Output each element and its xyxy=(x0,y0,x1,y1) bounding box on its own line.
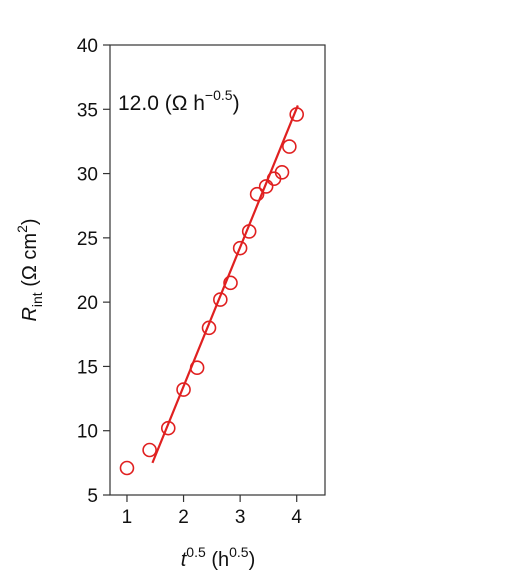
x-tick-label: 1 xyxy=(122,507,133,528)
y-axis: 5 10 15 20 25 30 35 40 xyxy=(77,36,110,507)
data-point xyxy=(241,224,257,239)
data-point xyxy=(282,139,297,154)
x-tick-label: 3 xyxy=(235,507,246,528)
data-point xyxy=(249,186,265,202)
annotation-sup: −0.5 xyxy=(205,87,233,103)
x-title-base: t xyxy=(181,549,188,571)
data-series xyxy=(119,105,305,476)
x-title-base-sup: 0.5 xyxy=(186,544,206,560)
data-point xyxy=(119,460,135,476)
y-tick-label: 15 xyxy=(77,357,98,378)
x-axis: 1 2 3 4 xyxy=(122,495,302,528)
x-title-unit: (h xyxy=(206,549,229,571)
y-tick-label: 40 xyxy=(77,36,98,57)
x-axis-title: t0.5 (h0.5) xyxy=(181,544,256,571)
y-tick-label: 35 xyxy=(77,100,98,121)
y-title-sub: int xyxy=(29,292,45,307)
fit-line xyxy=(151,105,299,464)
y-tick-label: 20 xyxy=(77,293,98,314)
data-point xyxy=(289,107,305,122)
data-point xyxy=(142,442,157,458)
data-point xyxy=(232,240,248,256)
plot-frame xyxy=(109,44,326,496)
data-point xyxy=(201,320,217,336)
y-title-unit: (Ω cm xyxy=(19,233,41,292)
data-point xyxy=(258,179,274,194)
y-tick-label: 10 xyxy=(77,422,98,443)
y-title-unit-sup: 2 xyxy=(14,225,30,233)
x-tick-label: 2 xyxy=(178,507,189,528)
x-tick-label: 4 xyxy=(291,507,302,528)
data-point xyxy=(189,360,205,376)
x-title-close: ) xyxy=(249,549,256,571)
data-point xyxy=(176,382,191,397)
y-tick-label: 25 xyxy=(77,229,98,250)
y-title-base: R xyxy=(19,307,41,321)
data-point xyxy=(223,275,238,291)
data-point xyxy=(213,292,228,307)
y-axis-title: Rint (Ω cm2) xyxy=(14,218,45,321)
slope-annotation: 12.0 (Ω h−0.5) xyxy=(118,87,240,115)
y-title-close: ) xyxy=(19,218,41,225)
annotation-text: 12.0 (Ω h xyxy=(118,92,205,115)
annotation-close: ) xyxy=(233,92,240,115)
data-point xyxy=(160,420,176,436)
x-title-unit-sup: 0.5 xyxy=(229,544,249,560)
y-tick-label: 30 xyxy=(77,165,98,186)
data-point xyxy=(274,164,290,180)
y-tick-label: 5 xyxy=(87,486,98,507)
